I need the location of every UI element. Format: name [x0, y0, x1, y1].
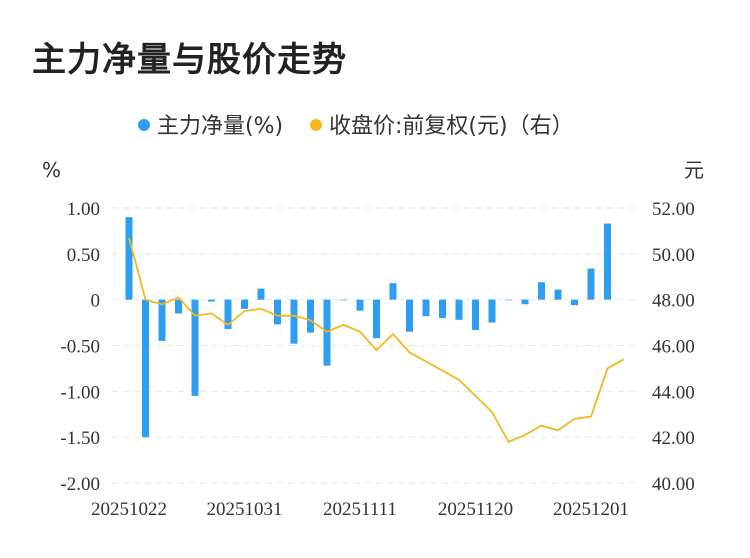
bar: [191, 299, 199, 396]
price-line: [128, 237, 625, 443]
bar: [587, 268, 595, 300]
bar: [142, 299, 149, 438]
bar: [389, 283, 397, 300]
left-axis-unit: %: [42, 158, 61, 182]
right-tick-label: 50.00: [652, 245, 695, 266]
bar: [455, 299, 463, 320]
bar: [257, 288, 265, 300]
bar: [422, 299, 430, 317]
bar: [274, 299, 281, 325]
bar: [307, 299, 314, 333]
legend: 主力净量(%) 收盘价:前复权(元)（右）: [138, 114, 574, 139]
legend-label-bar: 主力净量(%): [157, 114, 283, 139]
bar: [406, 299, 413, 332]
bar: [538, 282, 545, 300]
right-tick-label: 44.00: [652, 382, 695, 403]
bar: [439, 299, 446, 318]
bar: [554, 289, 562, 300]
bar: [604, 223, 611, 300]
bar-series: [125, 217, 611, 438]
x-tick-label: 20251022: [91, 499, 167, 520]
bar: [290, 299, 298, 344]
x-tick-label: 20251201: [553, 499, 629, 520]
bar: [158, 299, 166, 341]
left-axis-ticks: 1.00 0.50 0 -0.50 -1.00 -1.50 -2.00: [60, 199, 100, 495]
left-tick-label: 0: [91, 291, 101, 312]
right-axis-ticks: 52.00 50.00 48.00 46.00 44.00 42.00 40.00: [652, 199, 695, 495]
left-tick-label: -1.50: [60, 428, 100, 449]
x-tick-label: 20251120: [438, 499, 513, 520]
bar: [571, 299, 578, 306]
right-tick-label: 46.00: [652, 337, 695, 358]
left-tick-label: -0.50: [60, 337, 100, 358]
right-tick-label: 52.00: [652, 199, 695, 220]
bar: [488, 299, 496, 323]
bar: [373, 299, 380, 339]
left-tick-label: -2.00: [60, 474, 100, 495]
bar: [356, 299, 364, 311]
x-tick-label: 20251031: [207, 499, 283, 520]
right-tick-label: 48.00: [652, 291, 695, 312]
x-tick-label: 20251111: [323, 499, 397, 520]
bar: [521, 299, 529, 305]
left-tick-label: 0.50: [67, 245, 100, 266]
legend-label-line: 收盘价:前复权(元)（右）: [329, 114, 574, 139]
bar: [241, 299, 248, 309]
x-axis-ticks: 20251022 20251031 20251111 20251120 20251201: [91, 499, 629, 520]
gridlines: [112, 207, 640, 484]
bar: [340, 299, 347, 301]
page-title: 主力净量与股价走势: [32, 40, 347, 80]
right-axis-unit: 元: [684, 158, 704, 182]
left-tick-label: -1.00: [60, 382, 100, 403]
bar: [175, 299, 182, 314]
right-tick-label: 40.00: [652, 474, 695, 495]
bar: [208, 299, 215, 302]
bar: [125, 217, 133, 300]
bar: [224, 299, 232, 329]
legend-marker-bar: [138, 119, 150, 131]
legend-marker-line: [310, 119, 322, 131]
bar: [505, 299, 512, 301]
bar: [472, 299, 479, 330]
right-tick-label: 42.00: [652, 428, 695, 449]
left-tick-label: 1.00: [67, 199, 100, 220]
